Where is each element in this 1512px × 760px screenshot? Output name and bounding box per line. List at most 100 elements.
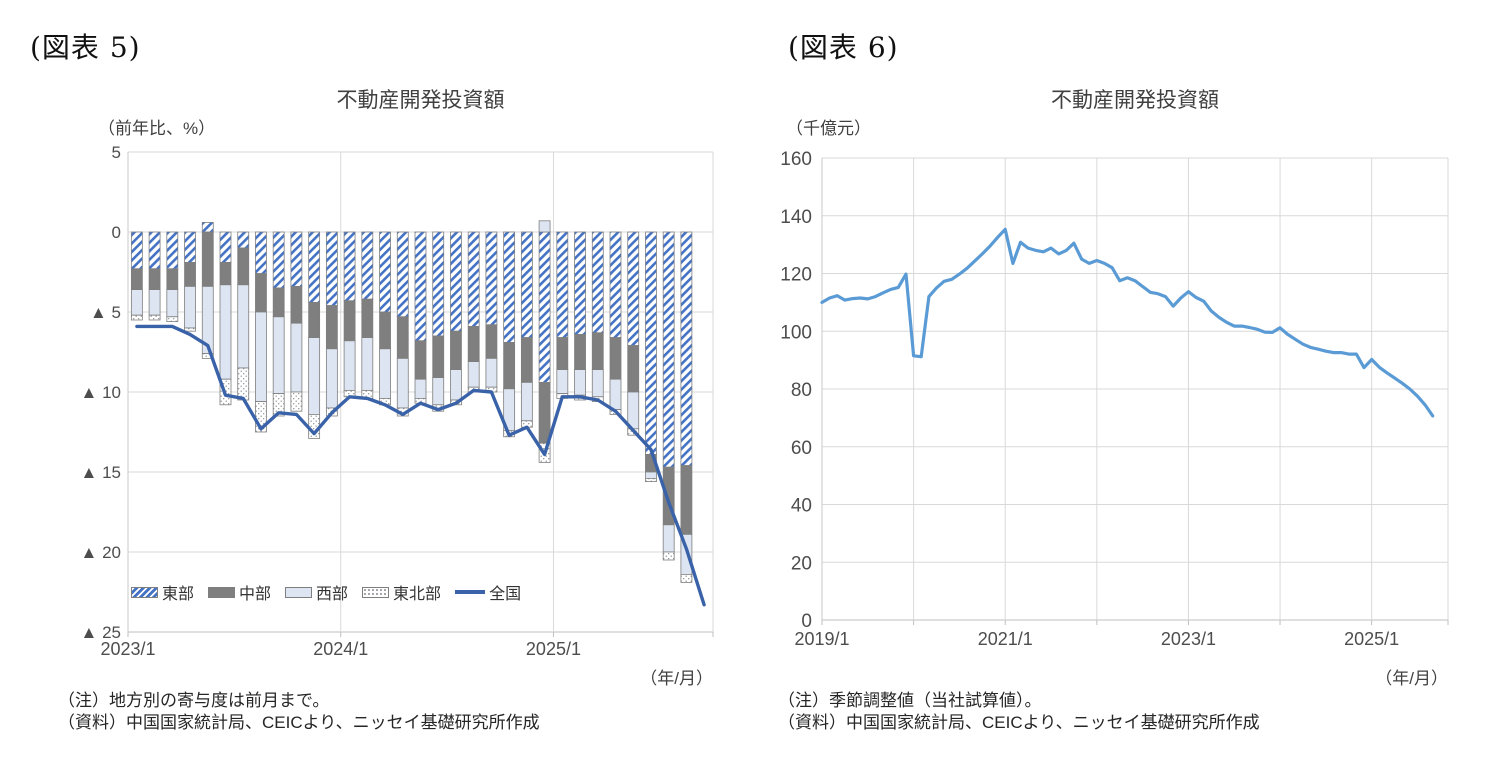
figure5-x-unit-label: （年/月） [640,669,713,688]
bar-segment [130,314,143,321]
bar-segment [645,471,657,479]
bar-segment [148,268,161,290]
bar-segment [467,361,480,388]
figure6-chart-title: 不動産開発投資額 [1051,89,1219,112]
bar-segment [255,273,267,313]
figure6-x-unit-label: （年/月） [1375,669,1448,688]
bar-segment [591,332,604,370]
bar-segment [680,231,693,467]
bar-segment [609,378,622,411]
bar-segment [432,231,445,337]
figure5-note: （注）地方別の寄与度は前月まで。 [58,691,330,710]
bar-segment [414,378,427,399]
bar-segment [574,333,586,370]
svg-text:120: 120 [780,265,812,286]
bar-segment [520,231,533,338]
bar-segment [166,316,179,322]
bar-segment [361,231,374,300]
bar-segment [272,287,285,318]
legend-label: 西部 [316,586,349,603]
bar-segment [680,574,693,583]
figure5-legend: 東部 中部 西部 東北部 全国 [131,580,521,604]
bar-segment [308,301,321,338]
bar-segment [272,393,285,417]
svg-text:0: 0 [112,223,121,242]
bar-segment [574,231,586,335]
svg-text:2019/1: 2019/1 [794,629,849,649]
figure6-note: （注）季節調整値（当社試算値）。 [778,691,1042,710]
bar-segment [219,261,232,286]
bar-swatch [131,586,158,598]
bar-segment [556,231,569,338]
svg-text:2025/1: 2025/1 [1344,629,1399,649]
bar-swatch [208,586,236,598]
svg-text:2023/1: 2023/1 [100,639,155,659]
bar-segment [237,231,250,249]
bar-segment [503,341,516,390]
bar-segment [184,261,196,287]
bar-segment [343,231,356,302]
bar-segment [609,231,622,338]
svg-text:2021/1: 2021/1 [978,629,1033,649]
figure6-label: (図表 6) [788,31,899,64]
figure5-chart-title: 不動産開発投資額 [336,89,505,112]
svg-text:5: 5 [112,143,121,162]
bar-segment [467,231,480,327]
svg-text:140: 140 [780,207,812,228]
svg-text:160: 160 [780,149,812,170]
bar-segment [325,231,338,306]
bar-segment [290,322,303,393]
legend-item: 東部 [131,580,194,604]
svg-text:2025/1: 2025/1 [526,639,581,659]
bar-segment [485,357,498,388]
bar-segment [361,298,374,339]
svg-text:60: 60 [791,438,812,459]
bar-segment [130,231,143,270]
svg-text:20: 20 [791,553,812,574]
svg-text:▲ 20: ▲ 20 [81,543,121,562]
bar-segment [184,327,196,332]
bar-segment [148,314,161,321]
bar-segment [396,316,409,359]
bar-segment [255,231,267,274]
bar-segment [379,348,391,399]
bar-segment [237,367,250,401]
bar-segment [591,231,604,334]
bar-segment [467,325,480,362]
bar-segment [343,340,356,391]
bar-segment [662,551,675,561]
bar-segment [556,369,569,395]
bar-segment [645,477,657,482]
bar-segment [130,289,143,316]
bar-segment [290,391,303,412]
bar-segment [272,316,285,394]
legend-item: 中部 [208,580,271,604]
figure6-y-unit-label: （千億元） [786,119,871,138]
legend-label: 東部 [162,586,195,603]
bar-segment [538,220,551,233]
bar-segment [379,231,391,313]
bar-segment [396,357,409,409]
bar-segment [166,268,179,290]
svg-text:▲ 10: ▲ 10 [81,383,121,402]
bar-segment [148,289,161,316]
svg-text:2023/1: 2023/1 [1161,629,1216,649]
bar-segment [379,311,391,350]
bar-segment [609,337,622,380]
bar-segment [645,231,657,455]
figure5-bars [130,220,693,583]
svg-text:2024/1: 2024/1 [313,639,368,659]
legend-label: 中部 [239,586,272,603]
figure5-y-unit-label: （前年比、%） [98,119,216,138]
bar-segment [662,231,675,468]
bar-segment [662,524,675,553]
bar-segment [166,289,179,318]
bar-segment [325,348,338,409]
bar-segment [166,231,179,270]
bar-segment [219,231,232,263]
bar-segment [290,231,303,287]
figure6-gridlines [821,157,1449,625]
bar-segment [574,369,586,396]
bar-segment [343,300,356,342]
